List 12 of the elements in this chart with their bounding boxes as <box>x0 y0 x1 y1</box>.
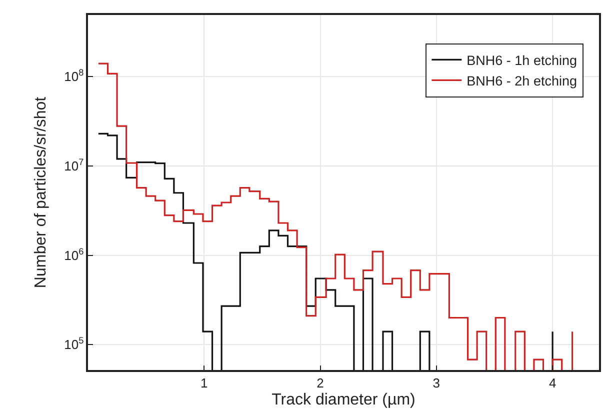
y-tick-label: 10$^{8}$ <box>64 68 84 84</box>
y-tick-label: 10$^{6}$ <box>64 246 84 263</box>
y-tick-label: 10$^{7}$ <box>64 157 84 174</box>
x-tick-label: 1 <box>200 375 208 390</box>
x-tick-label: 2 <box>316 375 324 390</box>
x-tick-label: 3 <box>432 375 440 390</box>
x-tick-label: 4 <box>548 375 556 390</box>
y-axis-title: Number of particles/sr/shot <box>32 96 50 288</box>
y-tick-label: 10$^{5}$ <box>64 336 84 352</box>
legend-label: BNH6 - 2h etching <box>466 73 577 88</box>
legend-label: BNH6 - 1h etching <box>466 52 577 68</box>
x-axis-title: Track diameter (µm) <box>272 392 416 409</box>
